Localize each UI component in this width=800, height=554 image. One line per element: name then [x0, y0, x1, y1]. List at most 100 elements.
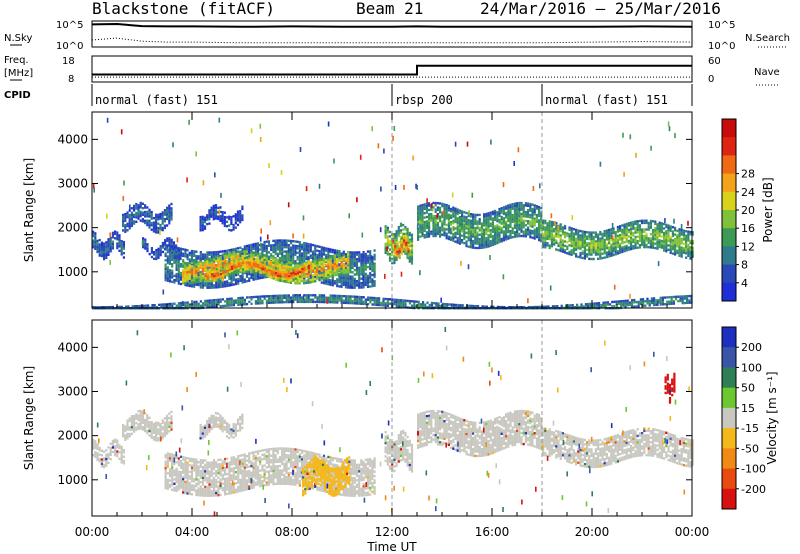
scatter-cell — [109, 243, 112, 246]
scatter-cell — [250, 245, 253, 249]
scatter-cell — [430, 232, 433, 236]
scatter-cell — [529, 216, 532, 219]
scatter-cell — [402, 305, 405, 309]
scatter-cell — [619, 251, 622, 254]
scatter-cell — [463, 219, 466, 223]
scatter-cell — [161, 215, 164, 219]
scatter-cell — [665, 247, 668, 251]
scatter-cell — [164, 267, 167, 271]
scatter-cell — [378, 297, 381, 300]
scatter-cell — [152, 223, 155, 226]
scatter-cell — [654, 220, 657, 223]
scatter-cell — [351, 284, 354, 287]
scatter-cell — [233, 262, 236, 265]
scatter-cell — [364, 259, 367, 262]
scatter-cell — [555, 239, 558, 242]
scatter-cell — [237, 280, 240, 283]
scatter-cell — [665, 230, 668, 233]
scatter-cell — [489, 233, 492, 236]
scatter-cell — [118, 238, 121, 241]
scatter-cell — [652, 220, 655, 223]
scatter-cell — [665, 241, 668, 244]
scatter-cell — [437, 302, 440, 305]
scatter-cell — [349, 284, 352, 287]
scatter-cell — [403, 248, 406, 251]
scatter-cell — [478, 237, 481, 241]
scatter-cell — [443, 218, 446, 222]
scatter-cell — [369, 267, 372, 271]
scatter-cell — [204, 255, 207, 259]
scatter-cell — [465, 231, 468, 234]
scatter-cell — [263, 256, 266, 259]
scatter-cell — [518, 210, 521, 214]
scatter-cell — [252, 262, 256, 265]
scatter-cell — [511, 229, 514, 232]
scatter-cell — [248, 265, 251, 269]
scatter-cell — [527, 222, 530, 225]
scatter-cell — [369, 258, 372, 262]
scatter-cell — [146, 249, 149, 253]
scatter-cell — [298, 249, 301, 253]
scatter-cell — [351, 286, 354, 289]
scatter-cell — [421, 221, 424, 224]
scatter-cell — [107, 251, 110, 254]
scatter-cell — [144, 221, 147, 225]
scatter-cell — [621, 241, 624, 245]
scatter-cell — [439, 230, 442, 234]
scatter-cell — [96, 244, 99, 247]
scatter-cell — [237, 299, 240, 302]
scatter-cell — [221, 250, 224, 253]
scatter-cell — [296, 245, 299, 248]
scatter-cell — [223, 215, 226, 219]
scatter-cell — [195, 250, 198, 253]
scatter-cell — [294, 260, 297, 263]
scatter-cell — [146, 223, 149, 227]
scatter-cell — [616, 234, 619, 238]
scatter-cell — [358, 277, 361, 280]
scatter-cell — [245, 249, 249, 252]
scatter-cell — [171, 245, 174, 248]
scatter-cell — [658, 241, 661, 244]
scatter-cell — [157, 222, 160, 225]
scatter-cell — [502, 212, 505, 216]
scatter-cell — [274, 274, 278, 277]
scatter-cell — [261, 265, 264, 269]
scatter-cell — [327, 298, 330, 302]
scatter-cell — [248, 255, 251, 258]
scatter-cell — [195, 261, 198, 264]
scatter-cell — [417, 223, 420, 226]
scatter-cell — [360, 277, 363, 280]
scatter-cell — [511, 205, 514, 208]
scatter-cell — [658, 234, 661, 238]
scatter-cell — [446, 305, 449, 308]
scatter-cell — [288, 279, 291, 282]
scatter-cell — [294, 246, 297, 250]
scatter-cell — [373, 280, 376, 283]
scatter-cell — [680, 246, 683, 249]
scatter-cell — [270, 244, 273, 247]
scatter-cell — [579, 238, 582, 242]
scatter-cell — [605, 253, 608, 256]
nave-tick-bottom: 0 — [708, 74, 714, 85]
scatter-cell — [548, 229, 551, 232]
scatter-cell — [494, 231, 497, 235]
scatter-cell — [279, 270, 282, 274]
scatter-cell — [392, 248, 395, 251]
scatter-cell — [347, 251, 350, 254]
scatter-cell — [150, 255, 153, 259]
scatter-cell — [678, 248, 681, 251]
cpid-segment-label: rbsp 200 — [395, 93, 453, 107]
scatter-cell — [276, 296, 279, 300]
scatter-cell — [263, 267, 266, 270]
scatter-cell — [241, 281, 244, 284]
scatter-cell — [208, 211, 211, 214]
scatter-cell — [329, 271, 332, 274]
scatter-cell — [397, 232, 400, 235]
scatter-cell — [263, 271, 267, 274]
scatter-cell — [283, 301, 286, 304]
scatter-cell — [645, 239, 648, 242]
scatter-cell — [522, 208, 525, 211]
scatter-cell — [210, 255, 213, 259]
scatter-cell — [289, 257, 293, 260]
scatter-cell — [130, 220, 133, 223]
